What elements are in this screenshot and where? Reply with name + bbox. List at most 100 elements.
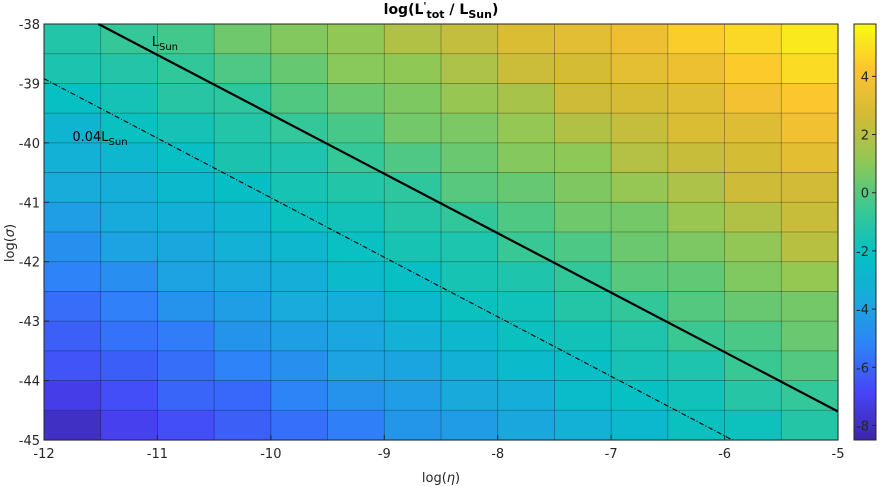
heatmap-cell	[667, 83, 726, 114]
heatmap-cell	[270, 202, 329, 233]
heatmap-cell	[611, 172, 669, 203]
heatmap-cell	[441, 291, 499, 322]
heatmap-cell	[384, 380, 442, 411]
heatmap-cell	[327, 261, 385, 293]
heatmap-cell	[781, 83, 839, 114]
heatmap-cell	[157, 83, 215, 114]
heatmap-cell	[157, 172, 215, 203]
heatmap-cell	[497, 24, 556, 55]
heatmap-cell	[724, 380, 782, 411]
heatmap-cell	[724, 232, 782, 263]
heatmap-cell	[384, 232, 442, 263]
heatmap-cell	[214, 202, 272, 233]
heatmap-cell	[611, 350, 669, 382]
heatmap-cell	[441, 83, 499, 114]
heatmap-cell	[611, 232, 669, 263]
heatmap-cell	[724, 24, 782, 55]
heatmap-cell	[384, 142, 442, 174]
heatmap-cell	[441, 261, 499, 293]
heatmap-cell	[384, 113, 442, 144]
heatmap-cell	[781, 410, 839, 441]
heatmap-cell	[667, 113, 726, 144]
y-tick-label: -42	[19, 256, 40, 271]
heatmap-cell	[781, 350, 839, 382]
heatmap-cell	[724, 53, 782, 85]
heatmap-cell	[157, 410, 215, 441]
heatmap-cell	[497, 261, 556, 293]
heatmap-cell	[157, 113, 215, 144]
heatmap-cell	[611, 380, 669, 411]
heatmap-cell	[44, 113, 102, 144]
heatmap-cell	[497, 113, 556, 144]
heatmap-cell	[497, 142, 556, 174]
series-line-0-04l-sun	[43, 78, 733, 441]
y-tick-label: -40	[19, 137, 40, 152]
heatmap-cell	[270, 291, 329, 322]
x-tick-label: -6	[718, 447, 731, 462]
heatmap-cell	[214, 172, 272, 203]
heatmap-cell	[44, 232, 102, 263]
annotation-label: 0.04LSun	[72, 130, 127, 148]
y-tick-label: -39	[19, 77, 40, 92]
heatmap-cell	[441, 350, 499, 382]
colorbar-tick-label: -6	[856, 361, 869, 376]
heatmap-cell	[327, 53, 385, 85]
heatmap-cell	[384, 410, 442, 441]
heatmap-cell	[44, 172, 102, 203]
heatmap-cell	[44, 410, 102, 441]
heatmap-cell	[44, 53, 102, 85]
heatmap-cell	[781, 202, 839, 233]
heatmap-cell	[781, 142, 839, 174]
heatmap-cell	[214, 113, 272, 144]
heatmap-cell	[781, 232, 839, 263]
heatmap-cell	[611, 202, 669, 233]
heatmap-cell	[724, 113, 782, 144]
x-tick-label: -10	[260, 447, 281, 462]
heatmap-cell	[100, 261, 159, 293]
colorbar-ticks: -8 -6 -4 -2 0 2 4	[856, 70, 876, 434]
heatmap-cell	[384, 350, 442, 382]
heatmap-cell	[270, 53, 329, 85]
y-axis-label: log(σ)	[3, 224, 18, 262]
heatmap-cell	[724, 202, 782, 233]
colorbar-tick-label: 0	[861, 187, 869, 202]
heatmap-cell	[667, 350, 726, 382]
heatmap-cell	[724, 410, 782, 441]
heatmap-cell	[554, 142, 612, 174]
heatmap-cell	[100, 142, 159, 174]
heatmap-cell	[724, 261, 782, 293]
heatmap-cell	[441, 142, 499, 174]
y-tick-label: -45	[19, 434, 40, 449]
heatmap-cell	[554, 113, 612, 144]
y-axis-ticks: -45 -44 -43 -42 -41 -40 -39 -38	[19, 18, 49, 449]
heatmap-cell	[100, 410, 159, 441]
heatmap-cell	[214, 53, 272, 85]
heatmap-cell	[724, 83, 782, 114]
heatmap-cell	[270, 232, 329, 263]
y-tick-label: -38	[19, 18, 40, 33]
heatmap-cell	[157, 291, 215, 322]
heatmap-cell	[100, 172, 159, 203]
annotations: LSun 0.04LSun	[72, 35, 178, 148]
heatmap-cell	[554, 53, 612, 85]
heatmap-cell	[327, 232, 385, 263]
heatmap-cell	[497, 410, 556, 441]
heatmap-cell	[214, 321, 272, 352]
x-axis-label: log(η)	[422, 471, 460, 486]
heatmap-cell	[724, 142, 782, 174]
series-line-l-sun	[97, 23, 839, 413]
heatmap-cell	[270, 142, 329, 174]
heatmap-cell	[441, 53, 499, 85]
heatmap-cell	[214, 142, 272, 174]
heatmap-cell	[441, 321, 499, 352]
heatmap-cell	[441, 380, 499, 411]
heatmap-cell	[441, 172, 499, 203]
heatmap-cell	[157, 142, 215, 174]
heatmap-cell	[497, 321, 556, 352]
colorbar-tick-label: 4	[861, 70, 869, 85]
heatmap-cell	[327, 291, 385, 322]
heatmap-cell	[100, 202, 159, 233]
heatmap-cell	[781, 261, 839, 293]
heatmap-cell	[781, 24, 839, 55]
heatmap-cell	[781, 291, 839, 322]
